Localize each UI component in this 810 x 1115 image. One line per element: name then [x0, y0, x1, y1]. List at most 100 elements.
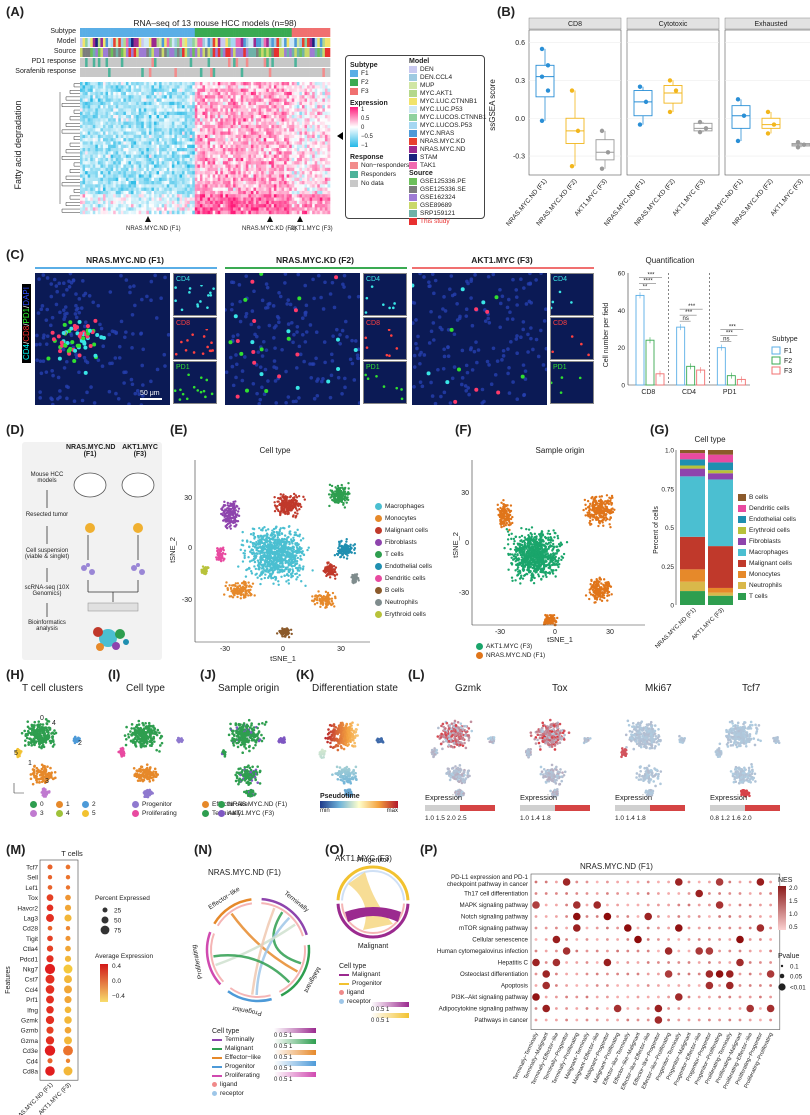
- sorafenib-response-cell: [261, 68, 264, 77]
- model-cell: [82, 38, 86, 47]
- heatmap-cell: [189, 207, 193, 211]
- heatmap-cell: [153, 111, 157, 116]
- heatmap-cell: [304, 151, 308, 155]
- heatmap-cell: [159, 111, 162, 116]
- heatmap-cell: [296, 105, 300, 109]
- heatmap-cell: [174, 167, 178, 172]
- heatmap-cell: [215, 134, 219, 139]
- heatmap-cell: [227, 82, 231, 86]
- heatmap-cell: [85, 88, 88, 93]
- heatmap-cell: [289, 200, 293, 205]
- heatmap-cell: [248, 174, 252, 178]
- heatmap-cell: [192, 134, 196, 139]
- heatmap-cell: [182, 194, 185, 198]
- heatmap-cell: [276, 124, 280, 129]
- heatmap-cell: [123, 108, 127, 112]
- heatmap-cell: [182, 131, 185, 135]
- heatmap-cell: [207, 128, 211, 132]
- heatmap-cell: [174, 184, 178, 188]
- heatmap-cell: [299, 101, 303, 106]
- subtype-cell: [148, 28, 152, 37]
- heatmap-cell: [156, 207, 160, 211]
- heatmap-cell: [309, 138, 313, 142]
- heatmap-cell: [118, 121, 122, 126]
- heatmap-cell: [278, 181, 282, 185]
- heatmap-cell: [108, 105, 111, 109]
- micrograph-cells: [35, 273, 170, 405]
- heatmap-cell: [90, 88, 94, 93]
- heatmap-cell: [151, 134, 155, 139]
- heatmap-cell: [307, 151, 310, 155]
- heatmap-cell: [238, 194, 242, 198]
- heatmap-cell: [266, 161, 270, 165]
- heatmap-cell: [217, 138, 221, 142]
- heatmap-cell: [125, 85, 129, 89]
- heatmap-cell: [159, 91, 162, 96]
- heatmap-cell: [207, 204, 211, 208]
- dendrogram-branch: [69, 142, 80, 147]
- heatmap-cell: [92, 190, 96, 195]
- heatmap-cell: [82, 85, 86, 89]
- heatmap-cell: [296, 134, 300, 139]
- heatmap-cell: [273, 204, 277, 208]
- stained-cell: [46, 356, 51, 361]
- heatmap-cell: [261, 161, 264, 165]
- heatmap-cell: [105, 190, 109, 195]
- pd1-response-cell: [289, 58, 293, 67]
- heatmap-cell: [110, 108, 114, 112]
- heatmap-cell: [238, 174, 242, 178]
- heatmap-cell: [123, 161, 127, 165]
- heatmap-cell: [207, 101, 211, 106]
- model-cell: [133, 38, 137, 47]
- heatmap-cell: [258, 85, 262, 89]
- heatmap-cell: [289, 184, 293, 188]
- heatmap-cell: [324, 187, 328, 192]
- heatmap-cell: [131, 204, 134, 208]
- heatmap-cell: [97, 115, 101, 119]
- heatmap-cell: [317, 118, 321, 122]
- heatmap-cell: [276, 108, 280, 112]
- heatmap-cell: [250, 181, 254, 185]
- heatmap-cell: [301, 164, 305, 168]
- heatmap-cell: [95, 200, 99, 205]
- dapi-nucleus: [40, 304, 45, 308]
- heatmap-cell: [138, 167, 142, 172]
- heatmap-cell: [215, 207, 219, 211]
- source-cell: [207, 48, 211, 57]
- heatmap-cell: [141, 194, 145, 198]
- heatmap-cell: [307, 164, 310, 168]
- heatmap-cell: [105, 141, 109, 145]
- heatmap-cell: [327, 161, 331, 165]
- heatmap-cell: [304, 108, 308, 112]
- heatmap-cell: [87, 111, 91, 116]
- heatmap-cell: [227, 128, 231, 132]
- heatmap-cell: [174, 181, 178, 185]
- heatmap-cell: [319, 174, 323, 178]
- heatmap-cell: [301, 210, 305, 215]
- heatmap-cell: [85, 184, 88, 188]
- source-cell: [159, 48, 162, 57]
- heatmap-cell: [146, 95, 150, 99]
- heatmap-cell: [182, 101, 185, 106]
- stained-cell: [77, 334, 82, 339]
- heatmap-cell: [207, 85, 211, 89]
- heatmap-cell: [143, 194, 147, 198]
- dapi-nucleus: [302, 359, 306, 364]
- heatmap-cell: [317, 111, 321, 116]
- heatmap-cell: [217, 171, 221, 175]
- heatmap-cell: [281, 85, 285, 89]
- heatmap-cell: [304, 187, 308, 192]
- model-cell: [179, 38, 183, 47]
- heatmap-cell: [166, 204, 170, 208]
- heatmap-cell: [258, 138, 262, 142]
- box-point: [539, 74, 545, 79]
- heatmap-cell: [222, 207, 226, 211]
- heatmap-cell: [156, 204, 160, 208]
- heatmap-cell: [90, 190, 94, 195]
- heatmap-cell: [312, 98, 315, 102]
- stained-cell: [77, 319, 82, 324]
- panel-b-boxplot: ssGSEA score0.60.30.0-0.3CD8NRAS.MYC.ND …: [488, 17, 810, 228]
- heatmap-cell: [164, 82, 168, 86]
- heatmap-cell: [95, 171, 99, 175]
- heatmap-cell: [266, 177, 270, 182]
